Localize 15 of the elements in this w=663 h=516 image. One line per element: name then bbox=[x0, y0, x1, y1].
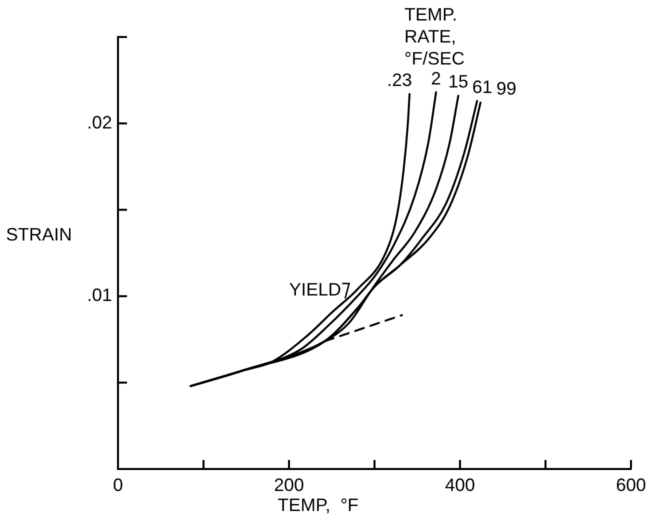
x-tick-label: 200 bbox=[274, 474, 304, 495]
y-axis-title: STRAIN bbox=[6, 224, 72, 245]
annotation: YIELD bbox=[289, 279, 342, 300]
series-label: .23 bbox=[387, 70, 412, 90]
x-tick-label: 600 bbox=[616, 474, 646, 495]
y-tick-label: .02 bbox=[86, 112, 112, 132]
x-axis-title: TEMP, °F bbox=[278, 494, 359, 515]
y-tick-label: .01 bbox=[86, 285, 112, 306]
series-label: 99 bbox=[496, 78, 516, 99]
legend-title: TEMP. RATE, °F/SEC bbox=[404, 4, 465, 68]
series-label: 2 bbox=[431, 68, 442, 88]
x-tick-label: 0 bbox=[112, 474, 124, 495]
series-label: 15 bbox=[448, 72, 468, 92]
x-tick-label: 400 bbox=[444, 474, 476, 495]
series-label: 61 bbox=[472, 76, 492, 97]
